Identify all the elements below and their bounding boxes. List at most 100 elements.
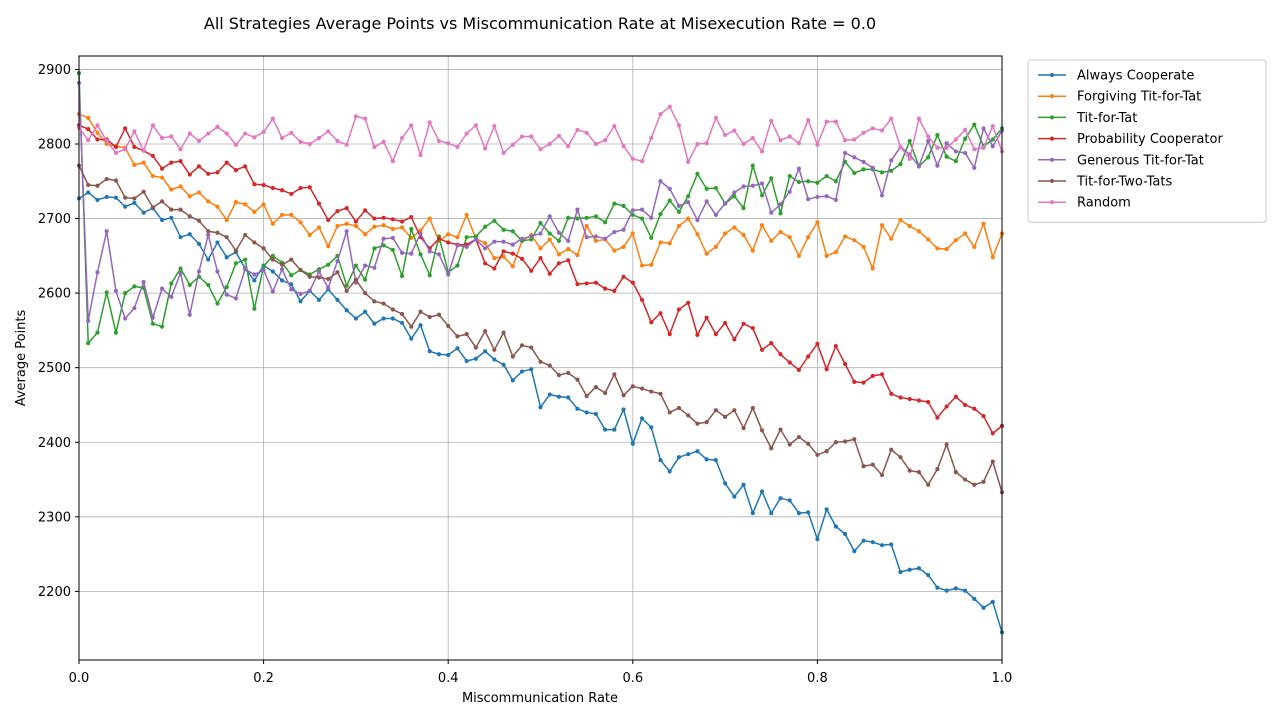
data-point bbox=[676, 223, 682, 229]
data-point bbox=[824, 119, 829, 124]
data-point bbox=[759, 347, 765, 352]
data-point bbox=[926, 134, 931, 139]
data-point bbox=[584, 130, 589, 135]
data-point bbox=[279, 267, 285, 272]
data-point bbox=[104, 290, 109, 295]
data-point bbox=[787, 235, 792, 240]
data-point bbox=[270, 253, 275, 258]
data-point bbox=[519, 256, 525, 261]
data-point bbox=[741, 482, 746, 487]
data-point bbox=[196, 241, 202, 247]
data-point bbox=[169, 160, 174, 165]
data-point bbox=[621, 144, 626, 149]
data-point bbox=[806, 510, 811, 515]
data-point bbox=[695, 232, 700, 237]
data-point bbox=[289, 287, 294, 292]
data-point bbox=[667, 469, 672, 474]
data-point bbox=[741, 141, 746, 147]
data-point bbox=[944, 442, 949, 447]
series-tit-for-tat bbox=[76, 71, 1005, 346]
legend-label: Always Cooperate bbox=[1077, 69, 1194, 84]
data-point bbox=[279, 278, 285, 283]
data-point bbox=[962, 231, 968, 236]
data-point bbox=[916, 398, 922, 403]
data-point bbox=[686, 194, 691, 199]
legend-marker bbox=[1049, 157, 1055, 162]
data-point bbox=[187, 232, 192, 237]
data-point bbox=[510, 229, 515, 234]
data-point bbox=[178, 270, 183, 276]
data-point bbox=[556, 261, 562, 266]
data-point bbox=[842, 361, 848, 367]
data-point bbox=[962, 150, 968, 156]
data-point bbox=[658, 311, 663, 316]
data-point bbox=[695, 449, 700, 454]
data-point bbox=[233, 261, 239, 266]
data-point bbox=[538, 246, 543, 251]
data-point bbox=[962, 477, 968, 482]
data-point bbox=[178, 207, 183, 212]
data-point bbox=[695, 332, 700, 337]
data-point bbox=[261, 264, 266, 269]
data-point bbox=[870, 165, 875, 170]
data-point bbox=[584, 410, 589, 415]
data-point bbox=[833, 250, 838, 255]
data-point bbox=[464, 235, 469, 240]
data-point bbox=[215, 269, 220, 274]
data-point bbox=[926, 237, 931, 242]
data-point bbox=[289, 282, 294, 287]
grid-lines bbox=[78, 56, 1003, 660]
data-point bbox=[519, 343, 525, 348]
data-point bbox=[316, 275, 322, 280]
data-point bbox=[584, 281, 589, 286]
data-point bbox=[95, 137, 100, 142]
data-point bbox=[307, 141, 312, 147]
data-point bbox=[713, 332, 718, 337]
data-point bbox=[455, 346, 460, 351]
data-point bbox=[344, 308, 349, 313]
data-point bbox=[492, 357, 497, 362]
data-point bbox=[538, 231, 543, 236]
data-point bbox=[981, 145, 986, 150]
data-point bbox=[270, 257, 275, 262]
data-point bbox=[833, 179, 838, 184]
data-point bbox=[962, 136, 968, 141]
data-point bbox=[473, 237, 478, 242]
data-point bbox=[215, 301, 220, 306]
data-point bbox=[639, 416, 645, 421]
data-point bbox=[307, 274, 312, 279]
data-point bbox=[741, 184, 746, 189]
legend-marker bbox=[1049, 200, 1055, 205]
y-tick-label: 2500 bbox=[38, 361, 71, 376]
data-point bbox=[686, 452, 691, 457]
data-point bbox=[483, 246, 488, 251]
data-point bbox=[436, 138, 442, 144]
data-point bbox=[224, 292, 229, 297]
data-point bbox=[344, 229, 349, 234]
data-point bbox=[86, 126, 91, 132]
data-point bbox=[123, 126, 128, 131]
data-point bbox=[861, 159, 866, 164]
data-point bbox=[298, 267, 303, 273]
data-point bbox=[399, 135, 405, 141]
data-point bbox=[658, 240, 663, 245]
data-point bbox=[353, 223, 358, 229]
data-point bbox=[418, 252, 423, 257]
data-point bbox=[446, 352, 451, 358]
y-axis-label: Average Points bbox=[14, 309, 29, 406]
data-point bbox=[409, 123, 414, 128]
data-point bbox=[667, 410, 672, 415]
data-point bbox=[335, 270, 340, 275]
data-point bbox=[169, 134, 174, 139]
data-point bbox=[639, 386, 645, 391]
data-point bbox=[824, 194, 829, 199]
data-point bbox=[178, 159, 183, 164]
data-point bbox=[418, 228, 423, 233]
data-point bbox=[723, 414, 728, 420]
data-point bbox=[372, 224, 377, 229]
data-point bbox=[399, 225, 405, 230]
data-point bbox=[713, 212, 718, 217]
data-point bbox=[815, 341, 820, 346]
data-point bbox=[852, 379, 857, 384]
data-point bbox=[852, 549, 857, 554]
